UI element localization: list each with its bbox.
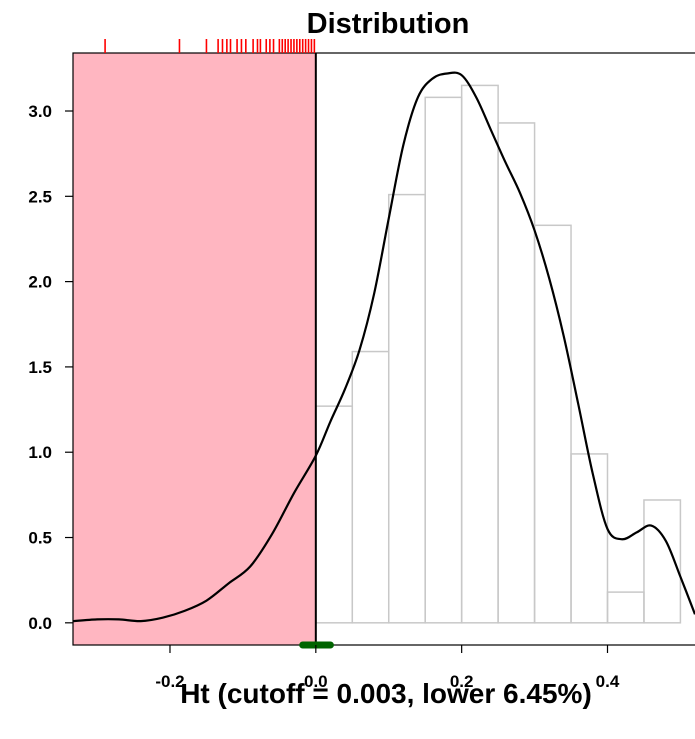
histogram-bar [606,591,645,624]
x-axis-label: Ht (cutoff = 0.003, lower 6.45%) [180,678,592,709]
y-tick-label: 0.5 [28,529,52,548]
histogram-bar [424,96,463,624]
histogram-bar [533,224,572,624]
y-tick-label: 0.0 [28,614,52,633]
histogram-bar [351,350,390,624]
x-tick-label: 0.0 [304,672,328,691]
histogram-bar [497,122,536,624]
rug-marks [104,39,316,53]
plot-frame [72,52,695,646]
histogram-bar [570,453,609,624]
y-tick-label: 2.0 [28,273,52,292]
histogram-bar [315,405,354,624]
x-tick-label: 0.4 [596,672,620,691]
x-tick-label: -0.2 [155,672,184,691]
histogram-bar [387,193,426,624]
chart-title: Distribution [307,8,470,40]
y-tick-label: 1.0 [28,443,52,462]
histogram-bar [460,84,499,624]
y-tick-label: 3.0 [28,102,52,121]
x-axis: -0.2 0.0 0.2 0.4 [155,645,620,691]
x-tick-label: 0.2 [450,672,474,691]
y-axis: 0.0 0.5 1.0 1.5 2.0 2.5 3.0 [28,102,73,633]
histogram [315,84,682,624]
histogram-bar [643,499,682,624]
y-tick-label: 2.5 [28,187,52,206]
shaded-region [73,53,316,645]
density-curve [72,71,695,623]
y-tick-label: 1.5 [28,358,52,377]
density-curve-group [72,71,695,623]
